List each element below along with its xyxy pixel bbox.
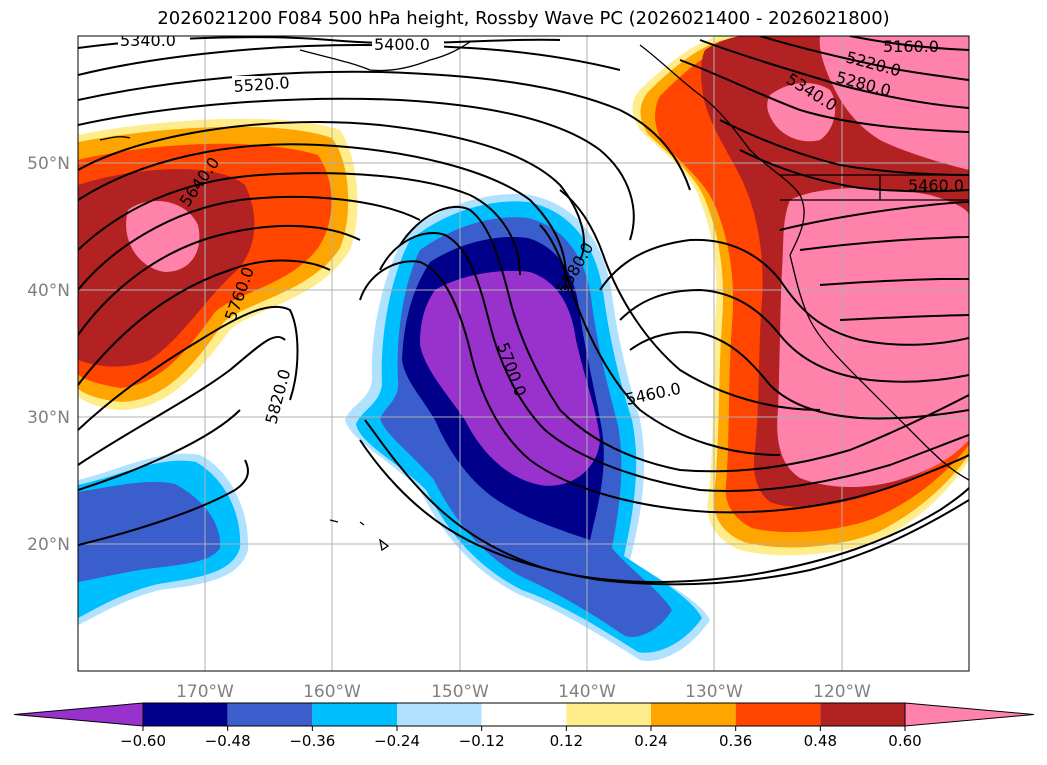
plot-frame — [77, 35, 970, 672]
longitude-tick-labels: 170°W 160°W 150°W 140°W 130°W 120°W — [176, 682, 871, 702]
latitude-tick-labels: 20°N 30°N 40°N 50°N — [27, 154, 70, 555]
colorbar-tick-label: −0.48 — [205, 732, 251, 750]
colorbar-tick-label: −0.60 — [120, 732, 166, 750]
colorbar-tick-labels: −0.60 −0.48 −0.36 −0.24 −0.12 0.12 0.24 0.36 0.4… — [120, 726, 922, 750]
gridlines — [78, 36, 969, 671]
colorbar-segment — [566, 703, 651, 726]
contour-label: 5340.0 — [120, 31, 176, 50]
anomaly-west-positive — [78, 118, 358, 411]
colorbar-segment — [651, 703, 736, 726]
colorbar-tick-label: −0.36 — [289, 732, 335, 750]
lon-tick-label: 170°W — [176, 682, 234, 702]
colorbar-tick-label: −0.12 — [459, 732, 505, 750]
anomaly-east-positive — [632, 36, 969, 556]
colorbar-tick-label: 0.48 — [804, 732, 837, 750]
lon-tick-label: 130°W — [685, 682, 743, 702]
contour-label: 5520.0 — [233, 73, 290, 96]
lat-tick-label: 20°N — [27, 535, 70, 555]
anomaly-southwest-negative — [78, 453, 249, 625]
colorbar-outline — [142, 702, 906, 727]
colorbar-segment — [312, 703, 397, 726]
colorbar-tick-label: 0.24 — [634, 732, 667, 750]
anomaly-central-negative — [345, 194, 710, 661]
contour-label: 5400.0 — [374, 35, 430, 54]
colorbar-segment — [227, 703, 313, 726]
colorbar-tick-label: 0.36 — [719, 732, 752, 750]
colorbar-segment — [481, 703, 567, 726]
colorbar-segment — [13, 702, 144, 727]
lat-tick-label: 40°N — [27, 281, 70, 301]
colorbar-segment — [904, 702, 1035, 727]
map-title: 2026021200 F084 500 hPa height, Rossby W… — [157, 8, 890, 29]
lat-tick-label: 50°N — [27, 154, 70, 174]
lon-tick-label: 140°W — [558, 682, 616, 702]
colorbar-tick-label: −0.24 — [374, 732, 420, 750]
colorbar-segment — [735, 703, 821, 726]
colorbar-tick-label: 0.12 — [550, 732, 583, 750]
colorbar-segment — [397, 703, 482, 726]
height-contours — [78, 36, 969, 586]
lon-tick-label: 120°W — [813, 682, 871, 702]
colorbar — [13, 702, 1035, 727]
lat-tick-label: 30°N — [27, 408, 70, 428]
colorbar-segment — [143, 703, 228, 726]
colorbar-tick-label: 0.60 — [888, 732, 921, 750]
contour-label: 5460.0 — [908, 176, 964, 195]
lon-tick-label: 160°W — [303, 682, 361, 702]
contour-label: 5160.0 — [883, 37, 939, 56]
map-plot-area: 5340.0 5400.0 5520.0 5640.0 5760.0 5820.… — [78, 31, 969, 671]
colorbar-segment — [820, 703, 905, 726]
lon-tick-label: 150°W — [431, 682, 489, 702]
